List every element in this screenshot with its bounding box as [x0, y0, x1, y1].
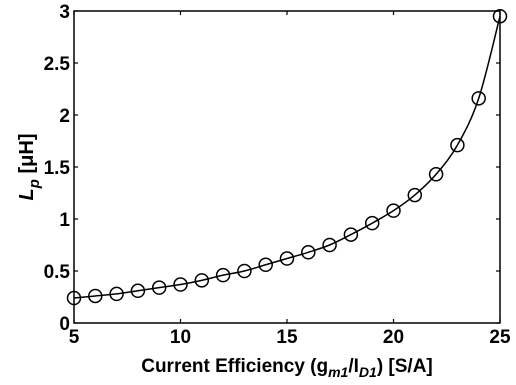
data-point-marker [215, 267, 231, 283]
data-point-marker [173, 277, 188, 292]
data-point-marker [66, 290, 82, 306]
y-axis-title-sub: p [26, 179, 43, 189]
data-point-marker [130, 283, 146, 299]
data-point-marker [279, 251, 295, 266]
x-axis-title-tail: ) [S/A] [377, 356, 433, 377]
y-axis-title-main: L [16, 188, 38, 200]
x-tick-label: 15 [276, 327, 298, 348]
y-axis-title: Lp [μH] [16, 134, 43, 201]
y-tick-label: 2 [59, 106, 70, 127]
y-axis-ticks: 0 0.5 1 1.5 2 2.5 3 [44, 2, 500, 335]
y-tick-label: 2.5 [44, 54, 71, 75]
x-tick-label: 10 [170, 327, 191, 348]
x-axis-title-sub-m1: m1 [328, 364, 348, 380]
data-point-marker [471, 91, 486, 106]
data-point-marker [386, 203, 401, 218]
data-point-marker [88, 288, 103, 304]
data-point-marker [194, 273, 210, 288]
plot-area [73, 10, 501, 324]
data-point-marker [322, 237, 337, 253]
y-tick-label: 3 [59, 2, 70, 23]
y-tick-label: 1 [59, 210, 70, 231]
x-tick-label: 25 [489, 327, 511, 348]
y-tick-label: 0 [59, 314, 70, 335]
x-tick-label: 20 [383, 327, 404, 348]
data-point-marker [151, 280, 167, 295]
series-layer [66, 8, 508, 306]
x-axis-title-slash: /I [348, 356, 359, 377]
data-point-marker [364, 215, 380, 231]
x-tick-label: 5 [69, 327, 80, 348]
y-tick-label: 0.5 [44, 262, 71, 283]
data-point-marker [407, 187, 423, 203]
x-axis-ticks: 5 10 15 20 25 [69, 11, 511, 348]
data-point-marker [109, 286, 124, 302]
data-point-marker [343, 227, 359, 242]
x-axis-title-sub-d1: D1 [359, 364, 377, 380]
data-point-marker [258, 257, 273, 273]
data-point-marker [237, 263, 252, 279]
x-axis-title: Current Efficiency (gm1/ID1) [S/A] [141, 356, 433, 380]
x-axis-title-main: Current Efficiency (g [141, 356, 328, 377]
data-point-marker [428, 167, 444, 182]
data-point-marker [492, 8, 508, 24]
y-axis-title-unit: [μH] [16, 134, 38, 180]
data-point-marker [301, 245, 316, 260]
data-point-marker [450, 137, 465, 153]
y-tick-label: 1.5 [44, 158, 71, 179]
